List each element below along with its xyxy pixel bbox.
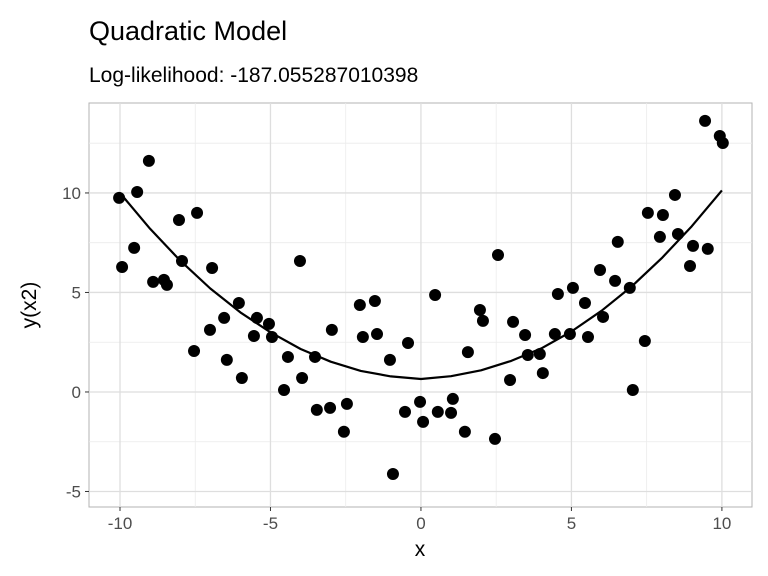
data-point — [203, 323, 216, 336]
y-ticks: -5 0 5 10 — [62, 184, 89, 501]
data-point — [353, 299, 366, 311]
data-point — [611, 235, 624, 248]
x-ticks: -10 -5 0 5 10 — [108, 507, 731, 533]
x-tick-label: 0 — [416, 514, 425, 533]
data-point — [278, 383, 291, 396]
data-point — [402, 337, 415, 350]
chart-subtitle: Log-likelihood: -187.055287010398 — [89, 64, 418, 87]
data-point — [536, 367, 549, 380]
data-point — [386, 467, 399, 480]
data-point — [116, 260, 129, 273]
data-point — [383, 353, 396, 366]
x-tick-label: -10 — [108, 514, 133, 533]
data-point — [399, 405, 412, 418]
data-point — [656, 209, 669, 222]
data-point — [684, 259, 697, 272]
x-tick-label: -5 — [263, 514, 278, 533]
data-point — [701, 242, 714, 255]
data-point — [699, 114, 712, 127]
data-point — [188, 344, 201, 357]
data-point — [368, 295, 381, 308]
data-point — [250, 311, 263, 324]
data-point — [473, 303, 486, 316]
x-axis-label: x — [415, 538, 426, 561]
data-point — [337, 425, 350, 438]
data-point — [206, 261, 219, 274]
data-point — [491, 249, 504, 262]
data-point — [235, 372, 248, 385]
data-point — [445, 406, 458, 419]
data-point — [507, 315, 520, 328]
data-point — [476, 314, 489, 327]
data-point — [232, 297, 245, 310]
y-axis-label: y(x2) — [18, 282, 41, 329]
fit-line — [119, 189, 723, 381]
data-point — [431, 405, 444, 418]
data-point — [716, 137, 729, 150]
chart-title: Quadratic Model — [89, 16, 287, 46]
data-point — [594, 263, 607, 276]
data-point — [578, 297, 591, 310]
data-point — [504, 374, 517, 387]
data-point — [262, 317, 275, 330]
data-point — [519, 329, 532, 342]
y-tick-label: 10 — [62, 184, 81, 203]
data-point — [609, 274, 622, 287]
data-point — [417, 415, 430, 428]
data-point — [191, 206, 204, 219]
data-point — [623, 281, 636, 294]
data-point — [533, 347, 546, 360]
data-point — [142, 154, 155, 167]
data-point — [147, 275, 160, 288]
data-point — [281, 350, 294, 363]
y-tick-label: 0 — [72, 383, 81, 402]
data-point — [626, 383, 639, 396]
data-point — [458, 425, 471, 438]
data-point — [671, 227, 684, 240]
data-point — [175, 255, 188, 268]
data-point — [581, 331, 594, 344]
data-point — [488, 432, 501, 445]
data-point — [687, 239, 700, 252]
x-tick-label: 5 — [567, 514, 576, 533]
y-tick-label: -5 — [66, 482, 81, 501]
data-point — [220, 353, 233, 366]
y-tick-label: 5 — [72, 283, 81, 302]
data-point — [429, 289, 442, 302]
data-point — [371, 328, 384, 341]
data-point — [566, 281, 579, 294]
data-point — [113, 191, 126, 204]
data-point — [653, 230, 666, 243]
data-point — [446, 392, 459, 405]
data-point — [548, 328, 561, 341]
points-group — [113, 114, 729, 480]
data-point — [247, 330, 260, 343]
data-point — [641, 206, 654, 219]
x-tick-label: 10 — [712, 514, 731, 533]
data-point — [563, 328, 576, 341]
data-point — [638, 335, 651, 348]
data-point — [521, 348, 534, 361]
data-point — [551, 288, 564, 301]
data-point — [597, 310, 610, 323]
data-point — [668, 188, 681, 201]
data-point — [265, 331, 278, 344]
data-point — [325, 323, 338, 336]
data-point — [160, 278, 173, 291]
data-point — [324, 401, 337, 414]
data-point — [414, 395, 427, 408]
data-point — [293, 255, 306, 268]
data-point — [310, 403, 323, 416]
fit-curve-group — [119, 189, 723, 381]
data-point — [340, 397, 353, 410]
data-point — [218, 311, 231, 324]
data-point — [131, 185, 144, 198]
data-point — [461, 346, 474, 359]
data-point — [296, 372, 309, 385]
data-point — [172, 214, 185, 227]
data-point — [128, 241, 141, 254]
data-point — [309, 350, 322, 363]
data-point — [356, 331, 369, 344]
